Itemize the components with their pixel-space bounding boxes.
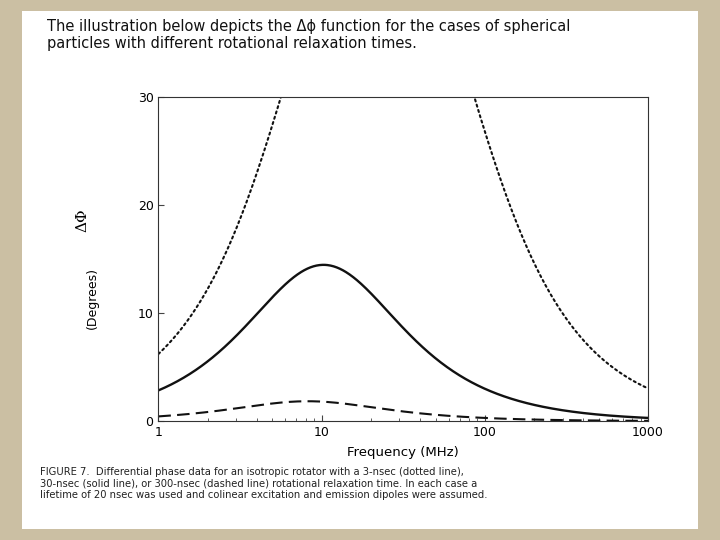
Text: FIGURE 7.  Differential phase data for an isotropic rotator with a 3-nsec (dotte: FIGURE 7. Differential phase data for an…	[40, 467, 487, 500]
Text: The illustration below depicts the Δϕ function for the cases of spherical
partic: The illustration below depicts the Δϕ fu…	[47, 19, 570, 51]
X-axis label: Frequency (MHz): Frequency (MHz)	[347, 446, 459, 459]
Text: ΔΦ: ΔΦ	[76, 208, 89, 232]
Text: (Degrees): (Degrees)	[86, 267, 99, 329]
